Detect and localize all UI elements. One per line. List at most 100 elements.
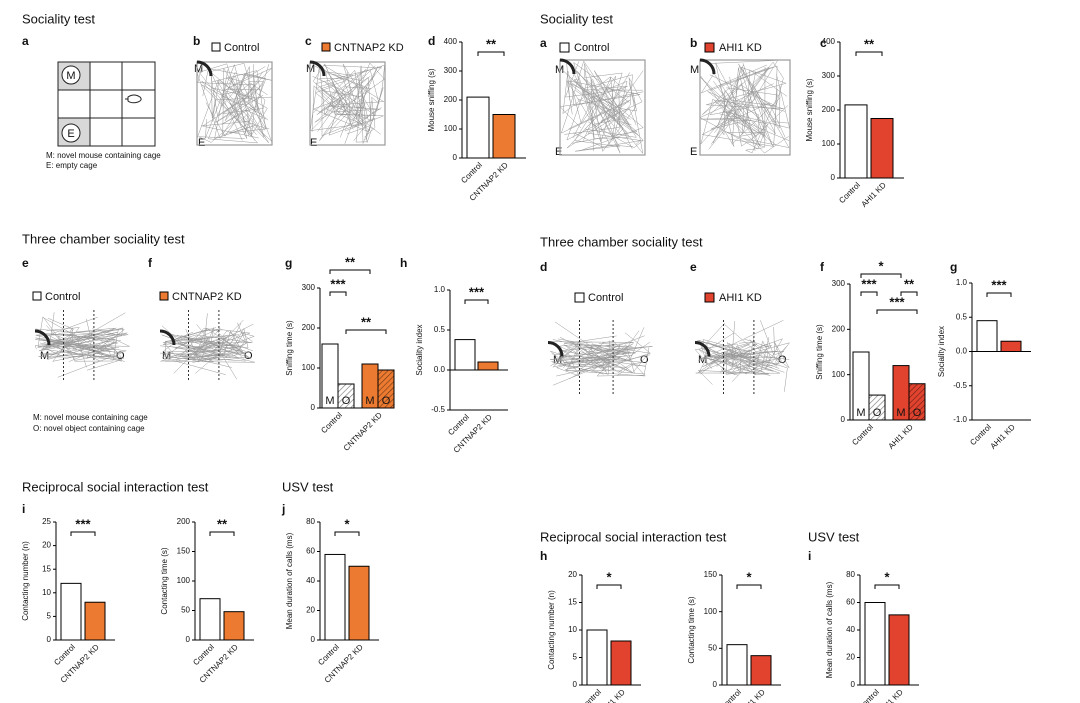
track-path [41,331,123,362]
x-tick-label: Control [850,422,875,447]
panel-label: b [690,36,697,50]
track-path [162,327,249,352]
track-path [708,350,777,382]
track-path [721,89,742,136]
track-label: M [40,350,49,362]
y-tick-label: 100 [302,363,316,372]
y-tick-label: 0 [841,415,846,424]
track-path [709,342,791,367]
track-path [215,94,272,142]
track-path [315,85,349,116]
track-path [323,64,385,122]
track-path [311,73,368,131]
arena-border [309,61,386,146]
track-path [201,81,259,139]
y-tick-label: 0 [713,680,718,689]
track-path [551,339,636,370]
y-tick-label: 20 [846,653,855,662]
x-tick-label: Control [319,410,344,435]
track-path [229,323,256,346]
y-tick-label: 1.0 [434,285,446,294]
track-path [695,352,781,374]
x-tick-label: Control [856,687,881,703]
significance-label: * [878,258,884,273]
bar-label: M [856,407,865,419]
track-path [585,74,633,126]
y-axis-label: Contacting number (n) [547,590,556,670]
y-axis-label: Mean duration of calls (ms) [285,532,294,629]
section-title: Reciprocal social interaction test [540,529,727,544]
panel-label: h [540,549,547,563]
y-tick-label: 200 [822,105,836,114]
y-axis-label: Sociality index [937,326,946,377]
significance-bracket [736,584,762,589]
y-tick-label: 1.0 [956,278,968,287]
track-path [364,70,380,138]
legend-swatch [159,291,169,301]
arena-border [699,59,791,156]
significance-bracket [876,309,918,314]
track-path [717,64,757,138]
panel-label: i [22,502,25,516]
y-tick-label: 0 [453,153,458,162]
y-tick-label: 200 [302,323,316,332]
track-path [600,72,637,123]
y-axis-label: Mouse sniffing (s) [805,78,814,141]
track-path [316,66,347,132]
y-tick-label: 0 [47,635,52,644]
y-tick-label: 100 [444,124,458,133]
track-path [731,67,757,152]
track-label: E [690,146,697,158]
significance-bracket [986,292,1012,297]
bar-label: O [382,395,391,407]
bar [870,118,894,179]
bar [324,553,346,641]
significance-label: *** [330,276,346,291]
panel-label: g [950,260,957,274]
legend-text: CNTNAP2 KD [172,291,242,303]
x-tick-label: CNTNAP2 KD [342,410,384,452]
y-tick-label: 40 [306,576,315,585]
cage [699,58,716,75]
track-path [741,78,785,147]
track-path [205,81,264,137]
track-path [328,66,379,115]
significance-label: *** [889,294,905,309]
section-title: Three chamber sociality test [540,234,703,249]
legend-swatch [559,42,570,53]
track-path [199,64,270,138]
cage-label: E [67,128,74,140]
track-path [710,69,788,130]
legend-text: Control [574,42,609,54]
legend-swatch [321,42,331,52]
y-tick-label: -0.5 [431,405,445,414]
panel-label: b [193,34,200,48]
y-tick-label: 50 [708,643,717,652]
bar-label: M [325,395,334,407]
y-tick-label: 15 [42,564,51,573]
section-title: USV test [282,479,334,494]
track-path [35,327,129,352]
significance-label: ** [345,254,356,269]
track-path [222,67,270,144]
bar-label: O [342,395,351,407]
bar [477,361,499,371]
note: M: novel mouse containing cage [46,151,161,160]
track-path [735,340,771,373]
y-tick-label: 60 [846,598,855,607]
panel-label: a [540,36,547,50]
track-path [572,70,633,149]
cage [159,329,176,346]
bar [348,565,370,641]
y-tick-label: -1.0 [953,415,967,424]
y-tick-label: 400 [444,37,458,46]
legend-swatch [704,42,715,53]
track-path [698,338,770,374]
y-tick-label: 0 [311,635,316,644]
x-tick-label: AHI1 KD [877,687,906,703]
significance-bracket [855,51,883,56]
panel-label: d [428,34,435,48]
track-path [694,343,790,369]
cage [196,60,213,77]
track-path [722,74,790,141]
